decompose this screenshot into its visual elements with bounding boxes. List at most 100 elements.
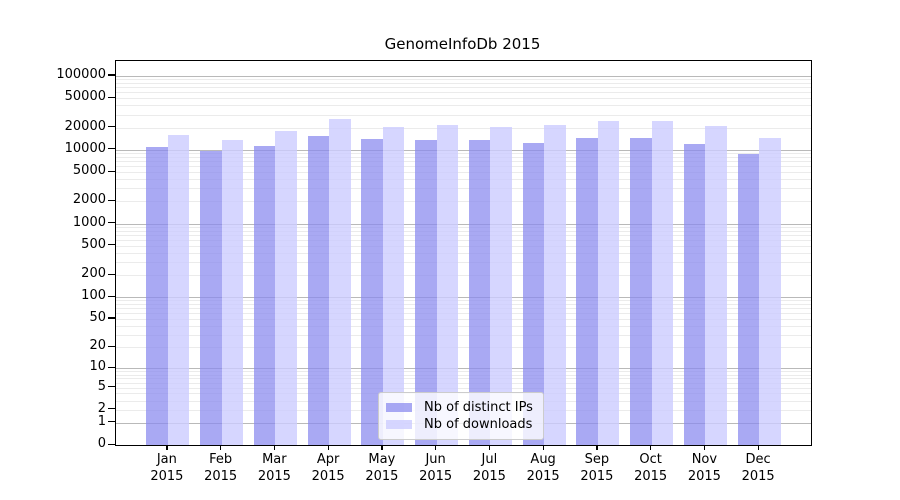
minor-gridline (116, 153, 811, 155)
x-tick-label: Aug 2015 (526, 452, 560, 484)
minor-gridline (116, 114, 811, 116)
bar-downloads (705, 126, 727, 445)
major-gridline (116, 368, 811, 370)
bar-downloads (651, 120, 674, 445)
minor-gridline (116, 172, 811, 173)
y-tick-label: 500 (81, 236, 106, 252)
minor-gridline (116, 239, 811, 241)
y-tick-label: 2000 (72, 192, 106, 208)
bar-distinct-ips (415, 140, 437, 445)
minor-gridline (116, 226, 811, 228)
y-tick-mark (108, 408, 115, 410)
minor-gridline (116, 87, 811, 89)
x-tick-label: Jul 2015 (472, 452, 506, 484)
y-tick-mark (108, 148, 115, 150)
minor-gridline (116, 347, 811, 349)
x-tick-label: Mar 2015 (257, 452, 291, 484)
x-tick-mark (435, 445, 437, 450)
bar-downloads (490, 127, 512, 445)
y-tick-label: 10000 (64, 140, 106, 156)
bar-distinct-ips (468, 139, 491, 445)
y-tick-mark (108, 345, 115, 348)
y-tick-label: 50000 (64, 89, 106, 105)
y-tick-label: 20000 (64, 118, 106, 134)
y-tick-label: 50 (89, 309, 106, 325)
x-tick-label: Jan 2015 (150, 452, 184, 484)
minor-gridline (116, 252, 811, 254)
y-tick-label: 200 (81, 266, 106, 282)
y-tick-mark (108, 222, 115, 224)
chart-title: GenomeInfoDb 2015 (384, 35, 541, 53)
y-tick-label: 100000 (56, 66, 106, 82)
minor-gridline (116, 79, 811, 81)
minor-gridline (116, 313, 811, 315)
bar-downloads (382, 126, 405, 445)
major-gridline (116, 149, 811, 151)
y-tick-mark (108, 96, 115, 98)
x-tick-mark (273, 445, 276, 450)
minor-gridline (116, 156, 811, 158)
bar-distinct-ips (630, 138, 652, 445)
y-tick-mark (108, 126, 115, 128)
y-tick-mark (108, 199, 115, 202)
y-tick-mark (108, 170, 115, 172)
x-tick-label: Feb 2015 (204, 452, 238, 484)
y-tick-label: 100 (81, 288, 106, 304)
minor-gridline (116, 262, 811, 264)
bar-downloads (329, 118, 351, 445)
minor-gridline (116, 334, 811, 336)
bar-downloads (275, 130, 297, 445)
x-tick-label: Jun 2015 (419, 452, 453, 484)
minor-gridline (116, 378, 811, 380)
minor-gridline (116, 161, 811, 163)
minor-gridline (116, 127, 811, 129)
bar-downloads (597, 120, 620, 445)
y-tick-label: 5000 (72, 163, 106, 178)
y-tick-label: 2 (97, 400, 106, 416)
major-gridline (116, 297, 811, 299)
minor-gridline (116, 300, 811, 302)
minor-gridline (116, 98, 811, 100)
minor-gridline (116, 179, 811, 181)
x-tick-mark (381, 445, 383, 450)
x-tick-label: Nov 2015 (687, 452, 721, 484)
minor-gridline (116, 92, 811, 94)
x-tick-mark (542, 445, 544, 450)
minor-gridline (116, 387, 811, 389)
minor-gridline (116, 166, 811, 168)
y-tick-label: 20 (89, 338, 106, 354)
minor-gridline (116, 308, 811, 310)
x-tick-mark (703, 445, 706, 450)
bar-distinct-ips (522, 142, 545, 445)
y-tick-mark (108, 273, 115, 275)
x-tick-label: May 2015 (365, 452, 399, 484)
x-tick-label: Apr 2015 (311, 452, 345, 484)
minor-gridline (116, 275, 811, 277)
legend-item-downloads: Nb of downloads (386, 416, 535, 433)
bar-downloads (544, 125, 566, 445)
x-tick-mark (166, 445, 168, 450)
minor-gridline (116, 304, 811, 306)
minor-gridline (116, 382, 811, 384)
y-tick-mark (108, 421, 115, 423)
bar-downloads (436, 125, 459, 445)
y-tick-mark (108, 317, 115, 319)
minor-gridline (116, 245, 811, 247)
major-gridline (116, 223, 811, 225)
legend-label-distinct-ips: Nb of distinct IPs (424, 400, 533, 415)
legend-swatch-distinct-ips-icon (386, 403, 412, 412)
minor-gridline (116, 188, 811, 190)
y-tick-label: 5 (97, 378, 106, 394)
minor-gridline (116, 83, 811, 85)
minor-gridline (116, 201, 811, 203)
x-tick-mark (488, 445, 491, 450)
x-tick-label: Sep 2015 (580, 452, 614, 484)
bar-downloads (221, 140, 244, 445)
bar-distinct-ips (737, 153, 760, 445)
x-tick-mark (650, 445, 652, 450)
y-tick-label: 10 (89, 359, 106, 375)
minor-gridline (116, 374, 811, 376)
y-tick-mark (108, 244, 115, 246)
y-tick-mark (108, 366, 115, 368)
